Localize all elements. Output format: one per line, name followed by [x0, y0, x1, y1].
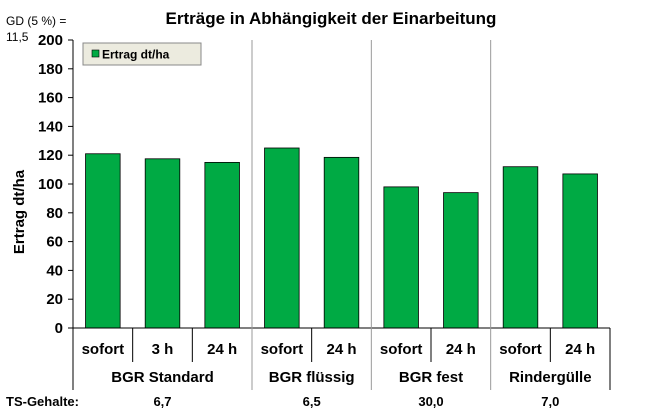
plot-frame — [72, 40, 611, 390]
ts-label: TS-Gehalte: — [6, 394, 79, 409]
ts-values: 6,7 6,5 30,0 7,0 — [153, 394, 559, 409]
y-tick-label: 100 — [38, 176, 63, 193]
significance-note-value: 11,5 — [6, 30, 29, 44]
y-tick-label: 120 — [38, 147, 63, 164]
bar — [562, 173, 598, 329]
category-label: sofort — [82, 341, 125, 358]
bar — [383, 186, 419, 329]
bar — [144, 158, 181, 329]
y-tick-label: 160 — [38, 90, 63, 107]
bar — [323, 156, 360, 329]
y-tick-label: 20 — [46, 291, 63, 308]
category-labels: sofort 3 h 24 h sofort 24 h sofort 24 h sofort 2… — [82, 341, 596, 358]
ts-value: 6,7 — [153, 394, 171, 409]
group-label: BGR fest — [399, 369, 463, 386]
group-label: Rindergülle — [509, 369, 592, 386]
ts-value: 7,0 — [541, 394, 559, 409]
category-label: 24 h — [446, 341, 476, 358]
category-label: sofort — [380, 341, 423, 358]
y-tick-label: 40 — [46, 262, 63, 279]
bar — [264, 147, 300, 329]
category-label: sofort — [499, 341, 542, 358]
group-label: BGR flüssig — [269, 369, 355, 386]
category-label: 3 h — [152, 341, 174, 358]
bar — [85, 153, 121, 329]
y-axis-label: Ertrag dt/ha — [11, 169, 28, 254]
category-label: 24 h — [565, 341, 595, 358]
ts-value: 6,5 — [303, 394, 321, 409]
y-tick-label: 180 — [38, 61, 63, 78]
y-tick-label: 80 — [46, 205, 63, 222]
legend: Ertrag dt/ha — [82, 42, 202, 66]
group-label: BGR Standard — [111, 369, 214, 386]
chart-title: Erträge in Abhängigkeit der Einarbeitung — [166, 9, 497, 28]
y-tick-label: 0 — [55, 320, 63, 337]
category-label: 24 h — [207, 341, 237, 358]
legend-swatch — [91, 49, 100, 58]
bar — [204, 161, 240, 329]
group-labels: BGR Standard BGR flüssig BGR fest Rindergül… — [111, 369, 591, 386]
bar — [443, 192, 479, 329]
y-tick-label: 200 — [38, 32, 63, 49]
category-label: sofort — [261, 341, 304, 358]
bar — [502, 166, 539, 329]
category-label: 24 h — [326, 341, 356, 358]
y-axis-ticks: 0 20 40 60 80 100 120 140 160 180 200 — [38, 32, 73, 337]
ts-value: 30,0 — [418, 394, 443, 409]
significance-note-label: GD (5 %) = — [6, 14, 66, 28]
y-tick-label: 140 — [38, 118, 63, 135]
legend-label: Ertrag dt/ha — [102, 48, 170, 62]
bars — [85, 147, 598, 329]
y-tick-label: 60 — [46, 234, 63, 251]
legend-box — [82, 42, 202, 66]
